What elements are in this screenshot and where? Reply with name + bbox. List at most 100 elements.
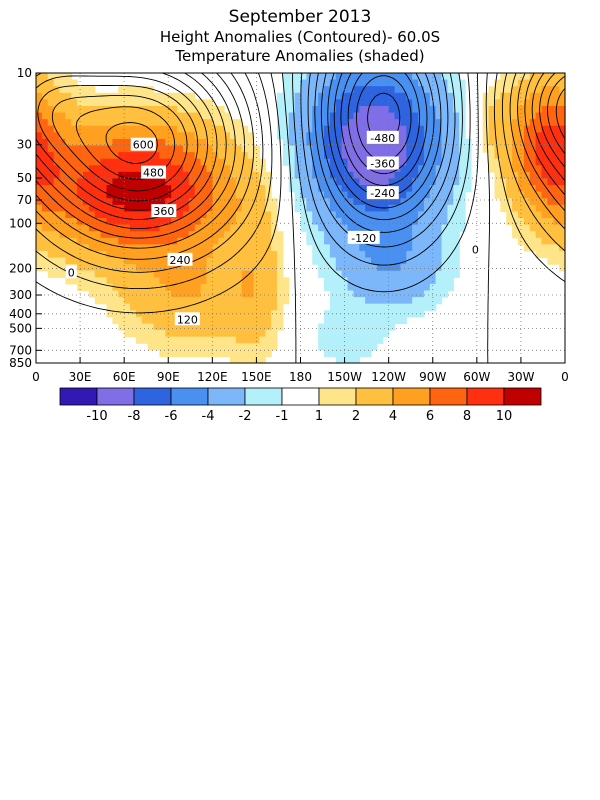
temperature-cell [130,204,137,213]
temperature-cell [500,198,507,206]
temperature-cell [359,138,366,147]
temperature-cell [118,125,125,133]
temperature-cell [229,270,237,278]
temperature-cell [412,158,419,166]
temperature-cell [171,237,178,245]
temperature-cell [400,237,407,245]
temperature-cell [88,178,96,186]
temperature-cell [382,152,390,160]
temperature-cell [447,165,454,173]
temperature-cell [241,204,249,213]
temperature-cell [559,231,566,239]
temperature-cell [88,145,96,153]
temperature-cell [235,349,243,358]
contour-label: 480 [143,167,164,180]
temperature-cell [329,330,337,338]
temperature-cell [177,125,184,133]
temperature-cell [429,132,437,140]
temperature-cell [494,145,501,153]
temperature-cell [171,119,178,127]
temperature-cell [294,204,302,213]
temperature-cell [259,244,266,252]
temperature-cell [300,158,307,166]
height-contour-line [347,72,420,175]
temperature-cell [47,211,55,219]
temperature-cell [359,178,366,186]
temperature-cell [453,92,460,100]
temperature-cell [347,145,354,153]
temperature-cell [71,257,78,265]
temperature-cell [494,191,501,199]
temperature-cell [71,237,78,245]
temperature-cell [329,264,337,272]
temperature-cell [112,105,119,114]
temperature-cell [347,99,354,107]
temperature-cell [100,257,108,265]
temperature-cell [376,224,384,232]
temperature-cell [517,138,525,147]
temperature-cell [547,138,554,147]
temperature-cell [406,310,413,318]
temperature-cell [376,257,384,265]
temperature-cell [512,99,519,107]
temperature-cell [388,211,396,219]
temperature-cell [353,185,360,193]
temperature-cell [559,79,566,87]
temperature-cell [547,218,554,226]
temperature-cell [506,152,513,160]
temperature-cell [188,152,196,160]
temperature-cell [500,99,507,107]
temperature-cell [529,73,537,81]
temperature-cell [83,112,90,120]
temperature-cell [159,99,166,107]
temperature-cell [171,99,178,107]
temperature-cell [71,152,78,160]
temperature-cell [388,310,396,318]
temperature-cell [559,145,566,153]
temperature-cell [535,218,543,226]
temperature-cell [441,99,449,107]
temperature-cell [177,290,184,298]
temperature-cell [159,257,166,265]
temperature-cell [406,257,413,265]
temperature-cell [488,86,496,94]
temperature-cell [406,224,413,232]
temperature-cell [130,198,137,206]
temperature-cell [400,270,407,278]
temperature-cell [112,211,119,219]
height-contour-line [340,72,428,186]
temperature-cell [36,244,43,252]
temperature-cell [224,145,231,153]
temperature-cell [112,264,119,272]
temperature-cell [53,244,61,252]
temperature-cell [36,257,43,265]
temperature-cell [41,79,49,87]
temperature-cell [394,112,402,120]
temperature-cell [400,316,407,325]
temperature-cell [118,171,125,180]
temperature-cell [312,145,319,153]
temperature-cell [559,191,566,199]
temperature-cell [376,79,384,87]
temperature-cell [194,244,202,252]
temperature-cell [36,99,43,107]
temperature-cell [171,224,178,232]
temperature-cell [559,99,566,107]
x-tick-label: 180 [289,370,312,384]
temperature-cell [459,145,466,153]
temperature-cell [135,112,143,120]
temperature-cell [512,119,519,127]
temperature-cell [535,224,543,232]
temperature-cell [494,105,501,114]
temperature-cell [523,224,531,232]
temperature-cell [335,316,343,325]
temperature-cell [135,231,143,239]
temperature-cell [100,158,108,166]
temperature-cell [241,165,249,173]
temperature-cell [376,336,384,344]
contour-label-bg [366,130,399,144]
temperature-cell [347,283,354,292]
temperature-cell [171,105,178,114]
temperature-cell [559,224,566,232]
temperature-cell [447,264,454,272]
